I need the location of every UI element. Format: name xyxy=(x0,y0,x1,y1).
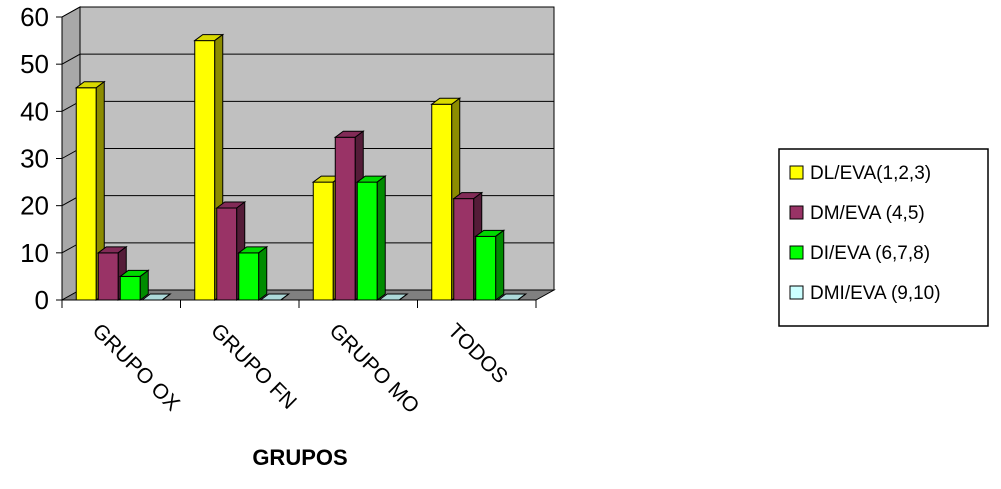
bar xyxy=(377,293,409,301)
gridline xyxy=(61,53,554,65)
legend-label: DI/EVA (6,7,8) xyxy=(810,243,930,264)
bar-front xyxy=(475,235,497,301)
bar-front xyxy=(431,103,453,301)
bar-side xyxy=(161,293,171,301)
y-tick-label: 20 xyxy=(20,191,49,221)
bar-front xyxy=(97,252,119,301)
bar xyxy=(496,293,528,301)
legend-box xyxy=(778,148,989,327)
bar xyxy=(474,229,506,301)
bar xyxy=(215,201,247,301)
x-tick-label: TODOS xyxy=(443,319,512,388)
bar-side xyxy=(139,269,149,301)
x-tick-label: GRUPO MO xyxy=(325,319,424,418)
bar xyxy=(118,269,150,301)
legend-label: DMI/EVA (9,10) xyxy=(810,283,941,304)
bar xyxy=(74,80,106,301)
bar-side xyxy=(517,293,527,301)
legend-swatch xyxy=(789,165,804,180)
y-tick-label: 50 xyxy=(20,49,49,79)
gridline xyxy=(61,6,554,18)
bar xyxy=(259,293,291,301)
x-tick-label: GRUPO OX xyxy=(88,319,184,415)
bar-side xyxy=(398,293,408,301)
bar-front xyxy=(312,181,334,301)
bar-front xyxy=(356,181,378,301)
y-tick-labels: 0 10 20 30 40 50 60 xyxy=(20,2,49,315)
bar-side xyxy=(376,175,386,301)
bars xyxy=(74,33,528,301)
legend-label: DL/EVA(1,2,3) xyxy=(810,163,931,184)
legend-swatch xyxy=(789,245,804,260)
bar-front xyxy=(216,207,238,301)
bar-side xyxy=(280,293,290,301)
x-tick-label: GRUPO FN xyxy=(206,319,301,414)
x-axis-title: GRUPOS xyxy=(252,445,347,470)
x-tick-labels: GRUPO OX GRUPO FN GRUPO MO TODOS xyxy=(88,319,512,418)
legend-swatch xyxy=(789,285,804,300)
legend-label: DM/EVA (4,5) xyxy=(810,203,925,224)
bar-front xyxy=(75,87,97,301)
y-tick-label: 0 xyxy=(35,285,49,315)
legend: DL/EVA(1,2,3) DM/EVA (4,5) DI/EVA (6,7,8) D… xyxy=(778,148,989,327)
y-tick-label: 30 xyxy=(20,144,49,174)
bar xyxy=(237,245,269,301)
bar-front xyxy=(238,252,260,301)
bar xyxy=(355,175,387,301)
bar-front xyxy=(453,198,475,301)
y-tick-label: 60 xyxy=(20,2,49,32)
legend-swatch xyxy=(789,205,804,220)
y-tick-label: 40 xyxy=(20,96,49,126)
bar-front xyxy=(334,136,356,301)
y-tick-label: 10 xyxy=(20,238,49,268)
bar-side xyxy=(258,245,268,301)
bar-side xyxy=(495,229,505,301)
bar-front xyxy=(194,40,216,301)
bar xyxy=(140,293,172,301)
bar-front xyxy=(119,275,141,301)
